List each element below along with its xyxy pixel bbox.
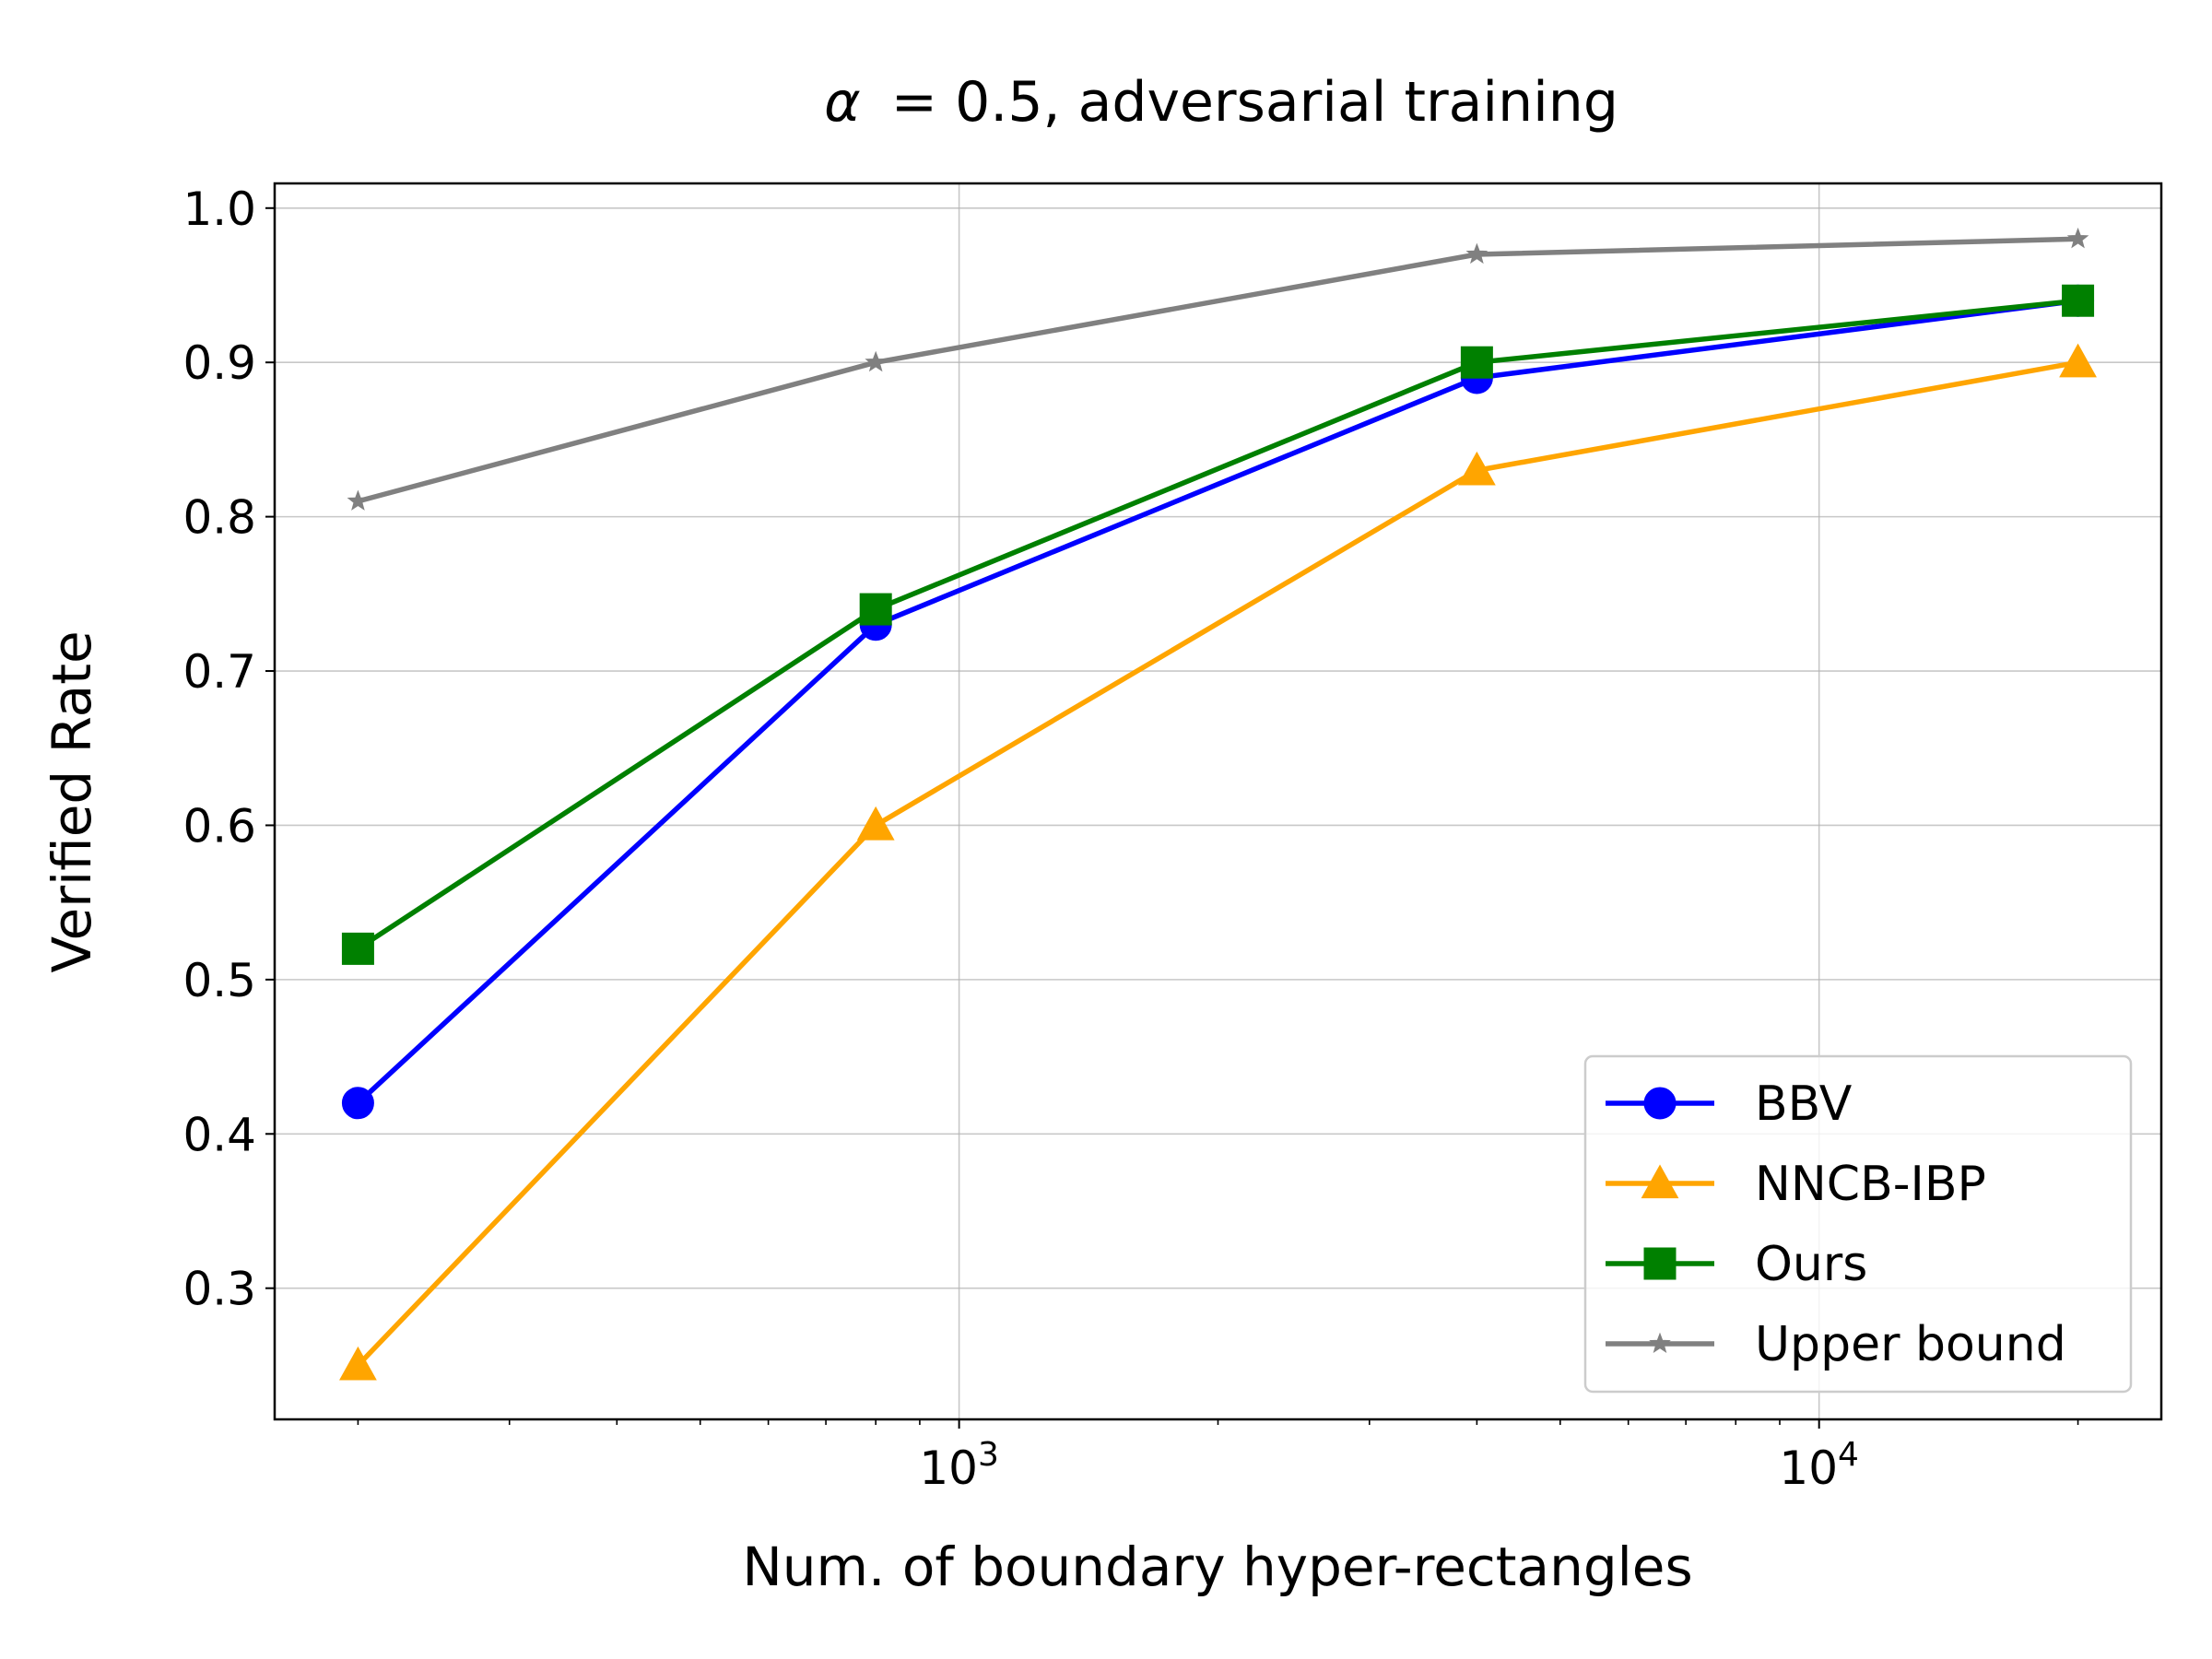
data-point-marker <box>859 593 892 626</box>
chart-title: α = 0.5, adversarial training <box>824 70 1618 135</box>
x-tick-base: 10 <box>1779 1441 1838 1495</box>
legend-marker <box>1643 1247 1677 1280</box>
legend-marker <box>1649 1332 1671 1354</box>
y-axis-label: Verified Rate <box>41 630 103 972</box>
legend-label: Ours <box>1755 1237 1867 1292</box>
legend-items: BBV NNCB-IBP Ours Upper bound <box>1606 1077 2066 1372</box>
legend-label: Upper bound <box>1755 1317 2066 1372</box>
legend-item: Ours <box>1606 1237 1867 1292</box>
y-tick-label: 0.7 <box>182 645 256 699</box>
data-point-marker <box>339 1346 377 1381</box>
x-axis-label: Num. of boundary hyper-rectangles <box>742 1535 1692 1598</box>
series-ours <box>341 284 2095 965</box>
y-tick-label: 0.8 <box>182 491 256 545</box>
data-point-marker <box>2062 284 2095 317</box>
legend: BBV NNCB-IBP Ours Upper bound <box>1583 1054 2133 1394</box>
y-tick-label: 0.6 <box>182 799 256 853</box>
legend-frame <box>1583 1054 2133 1394</box>
series-line <box>356 298 2078 951</box>
legend-marker <box>1643 1087 1677 1120</box>
data-point-marker <box>2066 227 2089 249</box>
legend-label: BBV <box>1755 1077 1853 1132</box>
title-text: = 0.5, adversarial training <box>891 70 1618 135</box>
data-point-marker <box>856 806 895 841</box>
legend-marker <box>1641 1164 1679 1199</box>
data-point-marker <box>347 489 370 511</box>
y-tick-label: 0.3 <box>182 1263 256 1316</box>
legend-item: Upper bound <box>1606 1317 2066 1372</box>
data-point-marker <box>2059 343 2097 378</box>
title-alpha-symbol: α <box>824 70 861 135</box>
legend-item: NNCB-IBP <box>1606 1157 1986 1212</box>
x-tick-exponent: 3 <box>978 1436 999 1474</box>
series-line <box>356 359 2079 1368</box>
legend-label: NNCB-IBP <box>1755 1157 1986 1212</box>
y-tick-label: 0.9 <box>182 336 256 390</box>
y-tick-label: 0.4 <box>182 1108 256 1161</box>
series-line <box>357 236 2078 504</box>
data-point-marker <box>341 932 374 965</box>
data-point-marker <box>1457 451 1496 486</box>
x-tick-base: 10 <box>919 1441 978 1495</box>
series-line <box>356 298 2078 1105</box>
data-point-marker <box>341 1087 374 1120</box>
data-point-marker <box>1460 346 1493 379</box>
y-tick-label: 1.0 <box>182 182 256 236</box>
x-tick-exponent: 4 <box>1838 1436 1859 1474</box>
data-point-marker <box>1465 242 1488 265</box>
y-tick-label: 0.5 <box>182 954 256 1007</box>
legend-item: BBV <box>1606 1077 1853 1132</box>
x-tick-label: 103 <box>919 1436 999 1495</box>
series-layer <box>339 227 2097 1381</box>
data-point-marker <box>865 350 888 372</box>
series-nncb-ibp <box>339 343 2097 1381</box>
x-tick-label: 104 <box>1779 1436 1859 1495</box>
series-upper-bound <box>347 227 2089 511</box>
